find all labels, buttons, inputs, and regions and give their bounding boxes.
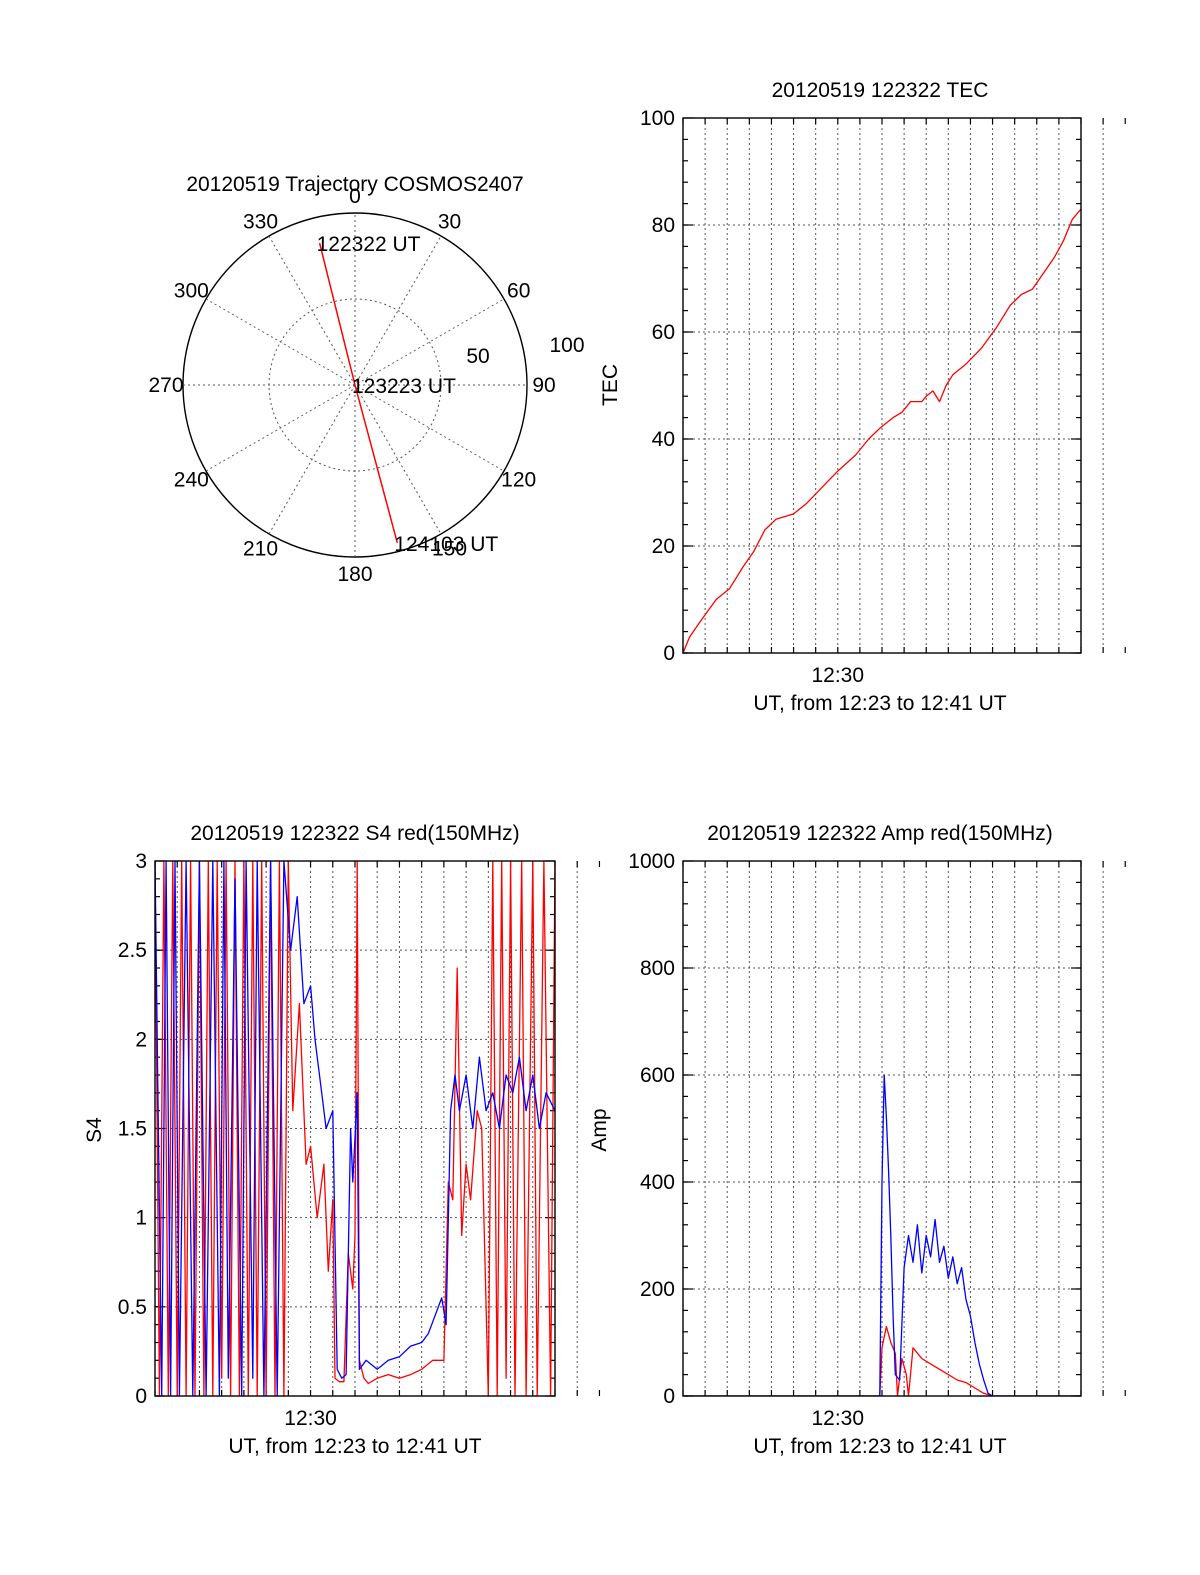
- polar-chart-title: 20120519 Trajectory COSMOS2407: [186, 173, 523, 196]
- azimuth-label: 300: [174, 280, 209, 303]
- azimuth-label: 90: [532, 374, 555, 397]
- azimuth-label: 270: [148, 374, 183, 397]
- series-line-1: [683, 1074, 1081, 1396]
- y-tick-label: 2.5: [118, 939, 147, 962]
- azimuth-label: 60: [507, 280, 530, 303]
- x-tick-label: 12:30: [284, 1407, 337, 1430]
- plot-frame: [154, 860, 556, 1397]
- radial-label: 100: [549, 334, 584, 357]
- tec-x-axis-label: UT, from 12:23 to 12:41 UT: [753, 692, 1006, 715]
- x-tick-label: 12:30: [811, 1407, 864, 1430]
- y-tick-label: 2: [135, 1028, 147, 1051]
- y-tick-label: 800: [640, 957, 675, 980]
- series-line-0: [683, 1325, 1081, 1396]
- series-line-0: [683, 208, 1081, 653]
- azimuth-label: 240: [174, 469, 209, 492]
- amp-x-axis-label: UT, from 12:23 to 12:41 UT: [753, 1435, 1006, 1458]
- s4-chart-title: 20120519 122322 S4 red(150MHz): [190, 822, 519, 845]
- y-tick-label: 100: [640, 107, 675, 130]
- azimuth-label: 180: [337, 563, 372, 586]
- trajectory-time-label: 122322 UT: [317, 233, 421, 256]
- y-tick-label: 1.5: [118, 1118, 147, 1141]
- amp-y-axis-label: Amp: [588, 1108, 611, 1151]
- y-tick-label: 0: [663, 642, 675, 665]
- tec-chart-panel: 20120519 122322 TEC UT, from 12:23 to 12…: [599, 79, 1126, 715]
- s4-y-axis-label: S4: [83, 1117, 106, 1143]
- plot-frame: [682, 117, 1082, 654]
- azimuth-label: 0: [349, 185, 361, 208]
- series-group: [155, 861, 555, 1396]
- series-line-0: [155, 861, 555, 1396]
- y-tick-label: 80: [652, 214, 675, 237]
- y-tick-label: 200: [640, 1278, 675, 1301]
- trajectory-time-label: 124103 UT: [394, 533, 498, 556]
- y-tick-label: 0: [135, 1385, 147, 1408]
- y-tick-label: 1: [135, 1207, 147, 1230]
- amp-chart-title: 20120519 122322 Amp red(150MHz): [707, 822, 1053, 845]
- tec-chart-title: 20120519 122322 TEC: [772, 79, 989, 102]
- series-line-1: [155, 861, 555, 1396]
- y-tick-label: 40: [652, 428, 675, 451]
- series-group: [683, 1074, 1081, 1396]
- s4-x-axis-label: UT, from 12:23 to 12:41 UT: [228, 1435, 481, 1458]
- y-tick-label: 3: [135, 850, 147, 873]
- radial-label: 50: [466, 345, 489, 368]
- y-tick-label: 0: [663, 1385, 675, 1408]
- polar-trajectory-panel: 20120519 Trajectory COSMOS2407 0 30 60 90 12…: [148, 173, 584, 586]
- trajectory-time-label: 123223 UT: [352, 375, 456, 398]
- y-tick-label: 0.5: [118, 1296, 147, 1319]
- x-tick-label: 12:30: [811, 664, 864, 687]
- y-tick-label: 600: [640, 1064, 675, 1087]
- amp-chart-panel: 20120519 122322 Amp red(150MHz) UT, from…: [588, 822, 1126, 1458]
- azimuth-label: 150: [432, 538, 467, 561]
- plot-frame: [682, 860, 1082, 1397]
- trajectory-line: [318, 242, 399, 543]
- azimuth-label: 120: [501, 469, 536, 492]
- y-tick-label: 60: [652, 321, 675, 344]
- azimuth-label: 330: [243, 210, 278, 233]
- series-group: [683, 208, 1081, 653]
- s4-chart-panel: 20120519 122322 S4 red(150MHz) UT, from …: [83, 822, 601, 1458]
- polar-inner-ring: [268, 298, 442, 472]
- y-tick-label: 1000: [628, 850, 675, 873]
- azimuth-label: 30: [438, 210, 461, 233]
- tec-y-axis-label: TEC: [599, 364, 622, 406]
- y-tick-label: 20: [652, 535, 675, 558]
- y-tick-label: 400: [640, 1171, 675, 1194]
- azimuth-label: 210: [243, 538, 278, 561]
